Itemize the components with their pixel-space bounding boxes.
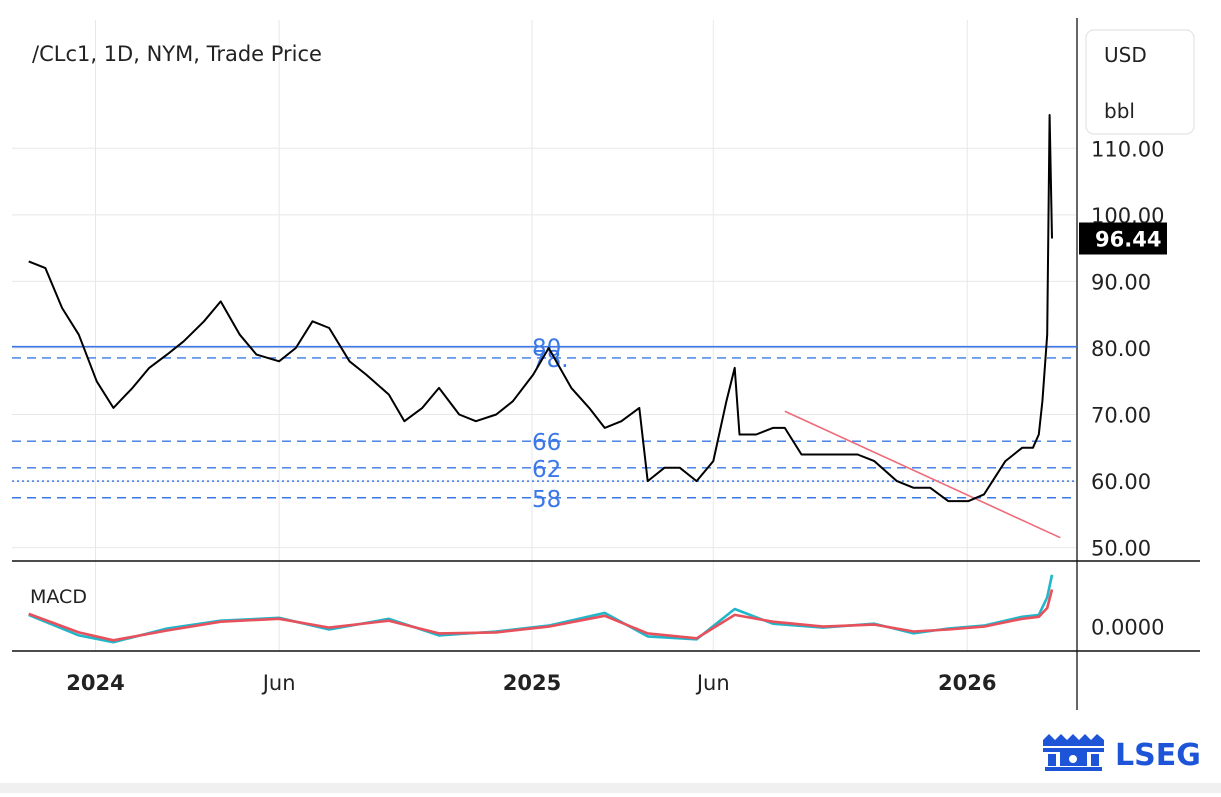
x-tick-label: 2026: [938, 671, 996, 695]
lseg-emblem-icon: [1043, 734, 1104, 771]
level-label: 62: [532, 457, 561, 483]
chart-title: /CLc1, 1D, NYM, Trade Price: [32, 42, 322, 66]
y-tick-label: 90.00: [1091, 270, 1151, 294]
price-series-line[interactable]: [28, 114, 1053, 503]
y-tick-label: 50.00: [1091, 537, 1151, 561]
lseg-logo[interactable]: LSEG: [1043, 734, 1201, 773]
chart-frame: [12, 18, 1200, 710]
signal-line[interactable]: [28, 589, 1054, 642]
level-label: 66: [532, 430, 561, 456]
macd-y-axis: 0.0000: [1091, 616, 1164, 640]
y-tick-label: 110.00: [1091, 137, 1164, 161]
price-series-group: [28, 114, 1053, 503]
grid-lines: [12, 20, 1077, 651]
y-tick-label: 70.00: [1091, 404, 1151, 428]
macd-tick-label: 0.0000: [1091, 616, 1164, 640]
macd-label: MACD: [30, 586, 87, 608]
last-price-value: 96.44: [1095, 228, 1161, 252]
unit-label: bbl: [1104, 99, 1135, 123]
x-tick-label: 2024: [66, 671, 124, 695]
lseg-wordmark: LSEG: [1115, 738, 1201, 773]
y-tick-label: 60.00: [1091, 470, 1151, 494]
macd-series-group: [28, 574, 1054, 644]
x-tick-label: 2025: [503, 671, 561, 695]
macd-line[interactable]: [28, 574, 1054, 644]
currency-label: USD: [1104, 43, 1147, 67]
x-tick-label: Jun: [695, 671, 730, 695]
footer-band: [0, 783, 1221, 793]
level-label: 58: [532, 487, 561, 513]
y-tick-label: 80.00: [1091, 337, 1151, 361]
trendline-group: [784, 410, 1061, 539]
time-x-axis: 2024 Jun 2025 Jun 2026: [66, 671, 996, 695]
x-tick-label: Jun: [261, 671, 296, 695]
currency-unit-box[interactable]: USD bbl: [1085, 29, 1195, 135]
trendline[interactable]: [784, 410, 1061, 539]
last-price-badge: 96.44: [1079, 222, 1167, 255]
